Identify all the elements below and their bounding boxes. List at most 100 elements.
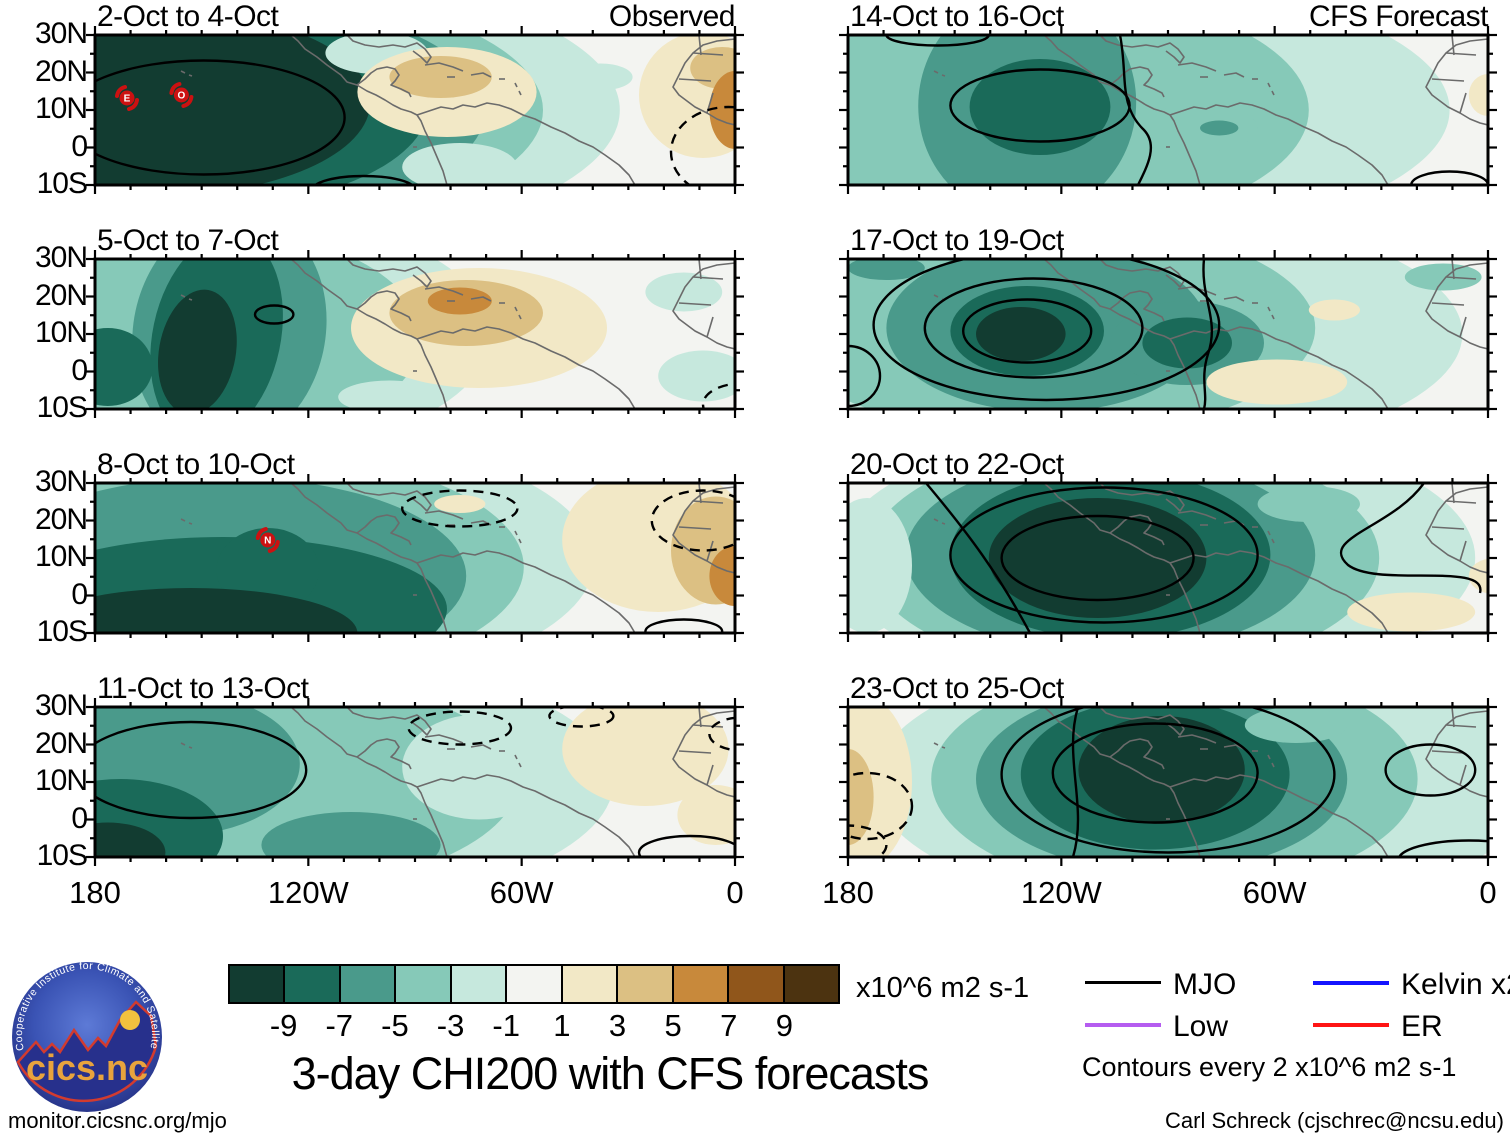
colorbar-cell — [618, 966, 674, 1002]
anomaly-blob — [1206, 359, 1348, 405]
coastline — [1431, 302, 1465, 306]
coastline — [1459, 540, 1467, 562]
coastline — [1451, 707, 1455, 728]
map-panel-forecast-2: 17-Oct to 19-Oct — [839, 224, 1497, 418]
coastline — [1223, 72, 1245, 78]
coastline — [1451, 483, 1455, 504]
anomaly-blob — [639, 35, 735, 158]
map-panel-observed-4: 11-Oct to 13-Oct 30N 20N 10N 0 10S — [35, 672, 744, 872]
coastline — [1425, 262, 1488, 350]
coastline — [672, 710, 735, 798]
footer-credit: Carl Schreck (cjschrec@ncsu.edu) — [1165, 1108, 1504, 1133]
contour-line-dashed — [848, 824, 888, 857]
coastline — [514, 754, 518, 760]
coastline — [1223, 296, 1245, 302]
contour-line — [1118, 35, 1153, 185]
coastline — [470, 296, 492, 302]
coastline — [1451, 259, 1455, 280]
coastline — [518, 538, 522, 544]
coastline — [1271, 538, 1275, 544]
coastline — [1099, 707, 1185, 736]
colorbar-tick-label: -3 — [436, 1008, 465, 1043]
storm-icon-O: O — [169, 82, 194, 108]
anomaly-blob — [709, 546, 735, 606]
y-axis-tick-label: 30N — [34, 17, 88, 50]
coastline — [180, 294, 186, 298]
coastline — [188, 298, 193, 301]
anomaly-blob — [402, 714, 556, 820]
panel-date-range: 23-Oct to 25-Oct — [850, 672, 1064, 705]
y-axis-tick-label: 0 — [71, 577, 88, 611]
coastline — [518, 90, 522, 96]
panel-date-range: 2-Oct to 4-Oct — [97, 0, 279, 33]
x-axis-tick-label: 120W — [1020, 875, 1102, 910]
coastline — [188, 74, 193, 77]
anomaly-blob — [1142, 317, 1232, 369]
coastline — [672, 486, 735, 574]
contour-line — [95, 59, 346, 176]
coastline — [470, 72, 492, 78]
anomaly-blob — [338, 380, 441, 409]
x-axis-tick-label: 60W — [1242, 875, 1307, 910]
coastline — [1043, 35, 1201, 185]
contour-line-dashed — [400, 489, 519, 528]
anomaly-blob — [389, 56, 492, 98]
coastline — [678, 78, 712, 82]
map-panel-forecast-3: 20-Oct to 22-Oct — [839, 448, 1497, 642]
y-axis-tick-label: 0 — [71, 129, 88, 163]
coastline — [188, 522, 193, 525]
coastline — [356, 66, 412, 98]
coastline — [180, 742, 186, 746]
coastline — [1459, 764, 1467, 786]
anomaly-blob — [677, 785, 735, 845]
colorbar-cell — [784, 966, 838, 1002]
coastline — [1043, 483, 1201, 633]
coastline — [356, 738, 412, 770]
coastline — [346, 707, 432, 736]
anomaly-blob — [261, 812, 441, 857]
coastline — [1425, 486, 1488, 574]
coastline — [933, 518, 939, 522]
colorbar-cell — [451, 966, 508, 1002]
coastline — [514, 530, 518, 536]
contour-line — [1051, 722, 1259, 824]
coastline — [1431, 78, 1465, 82]
colorbar-cell — [673, 966, 730, 1002]
logo-sun-icon — [120, 1010, 140, 1030]
coastline — [1177, 510, 1217, 520]
coastline — [1177, 734, 1217, 744]
coastline — [698, 483, 702, 504]
y-axis-tick-label: 10S — [36, 839, 88, 872]
coastline — [698, 35, 702, 56]
contour-line — [637, 834, 735, 857]
cicsnc-logo: Cooperative Institute for Climate and Sa… — [8, 958, 162, 1112]
coastline — [1425, 38, 1488, 126]
svg-text:O: O — [178, 91, 186, 102]
anomaly-blob — [402, 143, 518, 185]
coastline — [1109, 738, 1165, 770]
contour-line — [949, 486, 1259, 624]
x-axis-tick-label: 60W — [489, 875, 554, 910]
coastline — [290, 707, 448, 857]
anomaly-blob — [658, 350, 735, 402]
coastline — [1169, 102, 1389, 185]
anomaly-blob — [988, 498, 1207, 618]
anomaly-blob — [709, 71, 735, 149]
coastline — [1267, 82, 1271, 88]
anomaly-blob — [568, 63, 633, 91]
coastline — [692, 52, 724, 56]
coastline — [1431, 750, 1465, 754]
y-axis-tick-label: 20N — [34, 726, 88, 760]
panel-date-range: 11-Oct to 13-Oct — [97, 672, 309, 705]
y-axis-tick-label: 0 — [71, 353, 88, 387]
y-axis-tick-label: 30N — [34, 241, 88, 274]
svg-text:E: E — [124, 94, 131, 105]
contour-line — [925, 483, 1032, 633]
coastline — [1459, 92, 1467, 114]
coastline — [698, 259, 702, 280]
panel-date-range: 14-Oct to 16-Oct — [850, 0, 1064, 33]
panel-date-range: 20-Oct to 22-Oct — [850, 448, 1064, 481]
coastline — [672, 262, 735, 350]
anomaly-blob — [848, 749, 874, 845]
anomaly-blob — [645, 272, 723, 312]
